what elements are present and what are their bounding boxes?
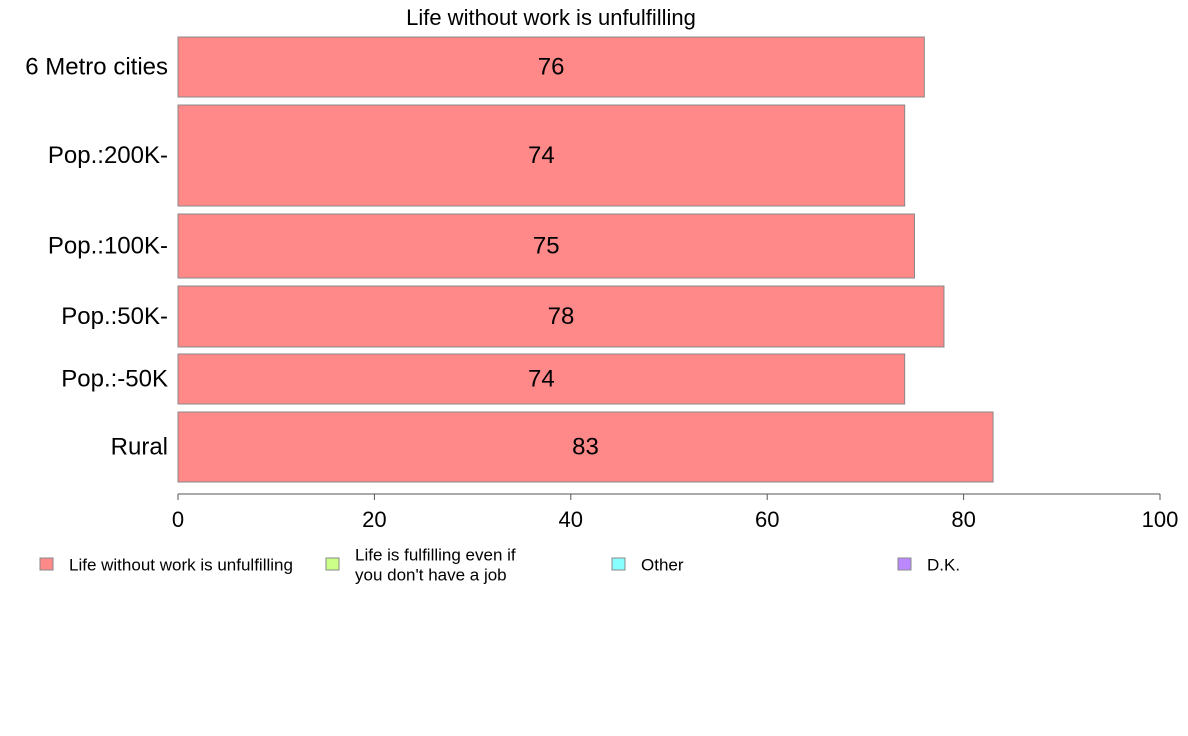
x-tick-label: 100 — [1142, 507, 1179, 532]
bar — [177, 353, 906, 405]
legend-swatch — [39, 557, 54, 571]
category-label: Pop.:200K- — [48, 142, 168, 169]
legend-label: Other — [641, 556, 684, 575]
value-labels: 76 74 75 78 74 83 — [528, 54, 599, 461]
legend-swatch — [325, 557, 340, 571]
bar — [177, 213, 915, 279]
legend-label: D.K. — [927, 556, 960, 575]
value-label: 78 — [548, 303, 575, 330]
x-tick-label: 60 — [755, 507, 779, 532]
bar — [177, 285, 945, 348]
value-label: 75 — [533, 233, 560, 260]
legend-item: D.K. — [897, 556, 960, 575]
category-label: Pop.:-50K — [61, 366, 168, 393]
x-axis: 0 20 40 60 80 100 — [172, 493, 1179, 532]
legend-swatch — [611, 557, 626, 571]
x-tick-label: 80 — [951, 507, 975, 532]
legend-label: Life without work is unfulfilling — [69, 556, 293, 575]
bars-layer — [177, 36, 994, 483]
category-label: Pop.:100K- — [48, 233, 168, 260]
legend-swatch — [897, 557, 912, 571]
x-tick-label: 20 — [362, 507, 386, 532]
bar — [177, 104, 906, 207]
x-tick-label: 40 — [559, 507, 583, 532]
bar — [177, 36, 925, 98]
category-labels: 6 Metro cities Pop.:200K- Pop.:100K- Pop.:5… — [25, 54, 168, 461]
value-label: 74 — [528, 366, 555, 393]
legend-label: Life is fulfilling even if — [355, 546, 516, 565]
value-label: 76 — [538, 54, 565, 81]
legend-item: Life without work is unfulfilling — [39, 556, 293, 575]
legend-label: you don't have a job — [355, 566, 507, 585]
x-tick-label: 0 — [172, 507, 184, 532]
value-label: 74 — [528, 142, 555, 169]
category-label: Rural — [111, 434, 168, 461]
bar — [177, 411, 994, 483]
category-label: Pop.:50K- — [61, 303, 168, 330]
legend-item: Other — [611, 556, 684, 575]
category-label: 6 Metro cities — [25, 54, 168, 81]
legend: Life without work is unfulfilling Life is… — [39, 546, 960, 585]
value-label: 83 — [572, 434, 599, 461]
chart-title: Life without work is unfulfilling — [406, 5, 696, 30]
